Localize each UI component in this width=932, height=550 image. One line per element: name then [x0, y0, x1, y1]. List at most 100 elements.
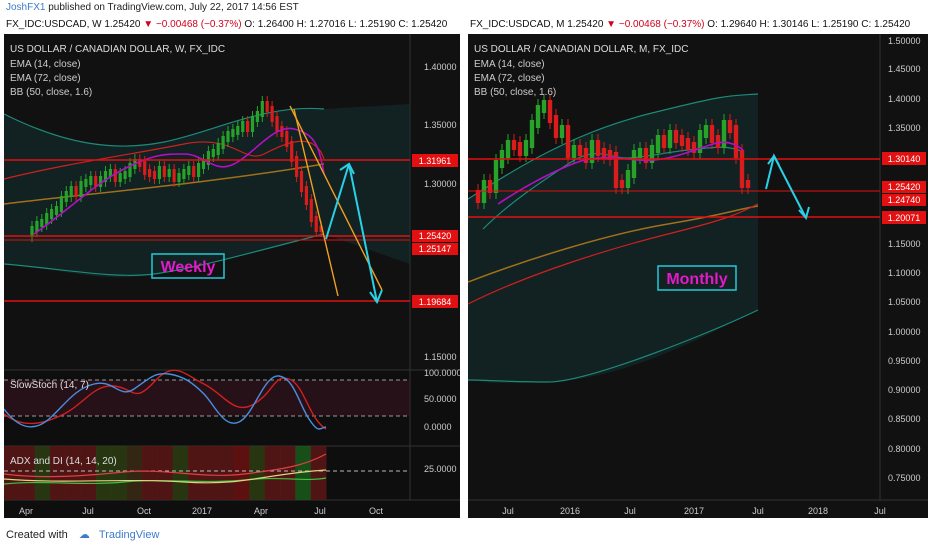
candle — [99, 176, 103, 187]
candle — [54, 206, 59, 215]
candle — [685, 138, 691, 150]
candle — [177, 173, 181, 182]
candle — [745, 180, 751, 188]
legend-ema72: EMA (72, close) — [474, 73, 545, 84]
monthly-chart-panel[interactable]: US DOLLAR / CANADIAN DOLLAR, M, FX_IDC E… — [468, 34, 928, 518]
candle — [673, 130, 679, 143]
candle — [577, 145, 583, 156]
monthly-chart[interactable]: US DOLLAR / CANADIAN DOLLAR, M, FX_IDC E… — [468, 34, 928, 518]
price-tag — [882, 194, 926, 206]
candle — [637, 148, 643, 158]
candle — [649, 145, 655, 163]
adx-bar — [157, 446, 174, 500]
left-ohlc: O: 1.26400 H: 1.27016 L: 1.25190 C: 1.25… — [244, 19, 448, 30]
arrow-head — [369, 289, 383, 305]
candle — [270, 106, 274, 122]
price-tag — [882, 181, 926, 193]
weekly-chart-panel[interactable]: US DOLLAR / CANADIAN DOLLAR, W, FX_IDC E… — [4, 34, 460, 518]
candle — [553, 115, 559, 138]
price-tick: 0.85000 — [888, 414, 921, 424]
adx-bar — [264, 446, 281, 500]
weekly-label-box — [151, 253, 225, 279]
candle — [739, 150, 745, 188]
stoch-tick: 100.0000 — [424, 368, 460, 378]
candle — [541, 100, 547, 113]
candle — [172, 169, 176, 182]
candle — [559, 125, 565, 138]
adx-title: ADX and DI (14, 14, 20) — [10, 456, 117, 467]
candle — [589, 140, 595, 163]
bb-lower — [468, 309, 759, 383]
candle — [89, 176, 93, 185]
candle — [221, 136, 225, 149]
price-tag-text: 1.24740 — [888, 195, 921, 205]
price-tick: 0.80000 — [888, 444, 921, 454]
publish-text: published on TradingView.com, July 22, 2… — [48, 2, 299, 13]
candle — [309, 199, 313, 222]
left-symbol: FX_IDC:USDCAD, W — [6, 19, 102, 30]
candle — [216, 143, 220, 155]
time-tick: Jul — [624, 506, 636, 516]
candle — [517, 142, 523, 156]
candle — [607, 150, 613, 160]
candle — [511, 140, 517, 150]
arrow-head — [339, 162, 355, 175]
candle — [280, 126, 284, 137]
arrow-head — [767, 154, 780, 166]
adx-bar — [65, 446, 82, 500]
candle — [255, 111, 259, 122]
trend-line — [293, 108, 339, 297]
adx-bar — [142, 446, 158, 500]
price-tag-text: 1.31961 — [419, 156, 452, 166]
candle — [679, 135, 685, 146]
adx-bar — [80, 446, 97, 500]
candle — [733, 125, 739, 158]
time-tick: Jul — [874, 506, 886, 516]
time-tick: Apr — [19, 506, 33, 516]
adx-minus-di — [4, 453, 327, 478]
candle — [231, 129, 235, 137]
author-link[interactable]: JoshFX1 — [6, 2, 46, 13]
adx-bar — [280, 446, 296, 500]
candle — [727, 120, 733, 133]
monthly-candles — [475, 94, 751, 209]
price-tick: 1.10000 — [888, 268, 921, 278]
left-last-price: 1.25420 — [104, 19, 141, 30]
trend-line — [289, 105, 383, 291]
weekly-title: US DOLLAR / CANADIAN DOLLAR, W, FX_IDC — [10, 44, 225, 55]
candle — [50, 209, 54, 219]
candle — [187, 166, 191, 175]
candle — [697, 130, 703, 153]
candle — [152, 171, 157, 179]
candle — [529, 120, 535, 148]
candle — [304, 186, 308, 205]
legend-bb: BB (50, close, 1.6) — [474, 87, 556, 98]
tradingview-link[interactable]: TradingView — [98, 529, 160, 541]
adx-bar — [96, 446, 112, 500]
price-tick: 0.75000 — [888, 473, 921, 483]
right-ohlc: O: 1.29640 H: 1.30146 L: 1.25190 C: 1.25… — [707, 19, 911, 30]
price-tag — [412, 295, 458, 308]
monthly-title: US DOLLAR / CANADIAN DOLLAR, M, FX_IDC — [474, 44, 689, 55]
price-tick: 1.00000 — [888, 327, 921, 337]
candle — [535, 105, 541, 128]
ema72-line — [4, 163, 325, 205]
candle — [148, 169, 152, 177]
adx-bar — [234, 446, 250, 500]
candle — [241, 121, 245, 132]
candle — [108, 169, 112, 177]
candle — [162, 166, 166, 177]
left-change: ▼ −0.00468 (−0.37%) — [143, 19, 242, 30]
legend-ema14: EMA (14, close) — [10, 59, 81, 70]
right-symbol-bar: FX_IDC:USDCAD, M 1.25420 ▼ −0.00468 (−0.… — [470, 16, 910, 34]
adx-bar — [4, 446, 20, 500]
candle — [319, 226, 323, 232]
candle — [40, 219, 44, 227]
price-tick: 1.35000 — [424, 120, 457, 130]
candle — [265, 101, 269, 112]
weekly-chart[interactable]: US DOLLAR / CANADIAN DOLLAR, W, FX_IDC E… — [4, 34, 460, 518]
candle — [285, 131, 289, 147]
candle — [709, 125, 715, 143]
price-tag-text: 1.20071 — [888, 213, 921, 223]
candle — [583, 148, 589, 163]
